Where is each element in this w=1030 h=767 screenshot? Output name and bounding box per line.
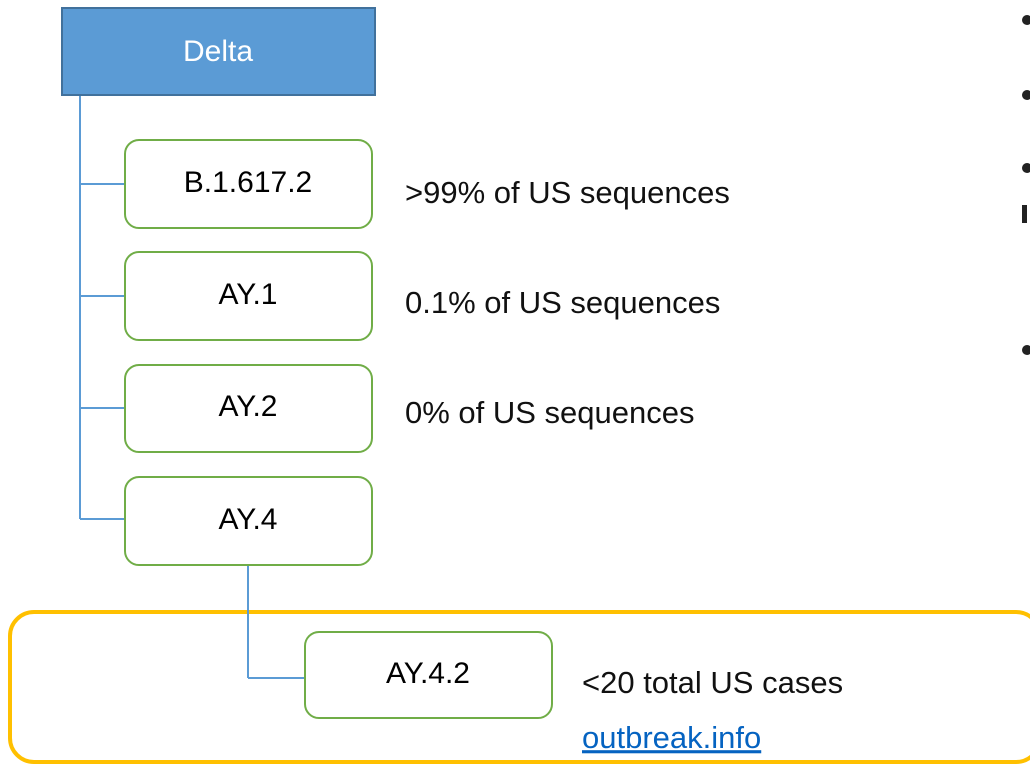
link[interactable]: outbreak.info	[582, 720, 761, 755]
node-label: AY.2	[219, 390, 278, 423]
clipped-bullets	[1022, 15, 1030, 355]
highlight-frame	[8, 610, 1030, 764]
node-label: AY.4	[219, 503, 278, 536]
node-label: AY.1	[219, 278, 278, 311]
root-label: Delta	[183, 35, 253, 68]
root-node	[61, 7, 376, 96]
node-label: B.1.617.2	[184, 166, 312, 199]
note: 0.1% of US sequences	[405, 285, 720, 320]
note: <20 total US cases	[582, 665, 843, 700]
child-nodes	[124, 139, 553, 719]
note: 0% of US sequences	[405, 395, 695, 430]
note: >99% of US sequences	[405, 175, 730, 210]
node-label: AY.4.2	[386, 657, 470, 690]
connectors	[79, 95, 305, 679]
